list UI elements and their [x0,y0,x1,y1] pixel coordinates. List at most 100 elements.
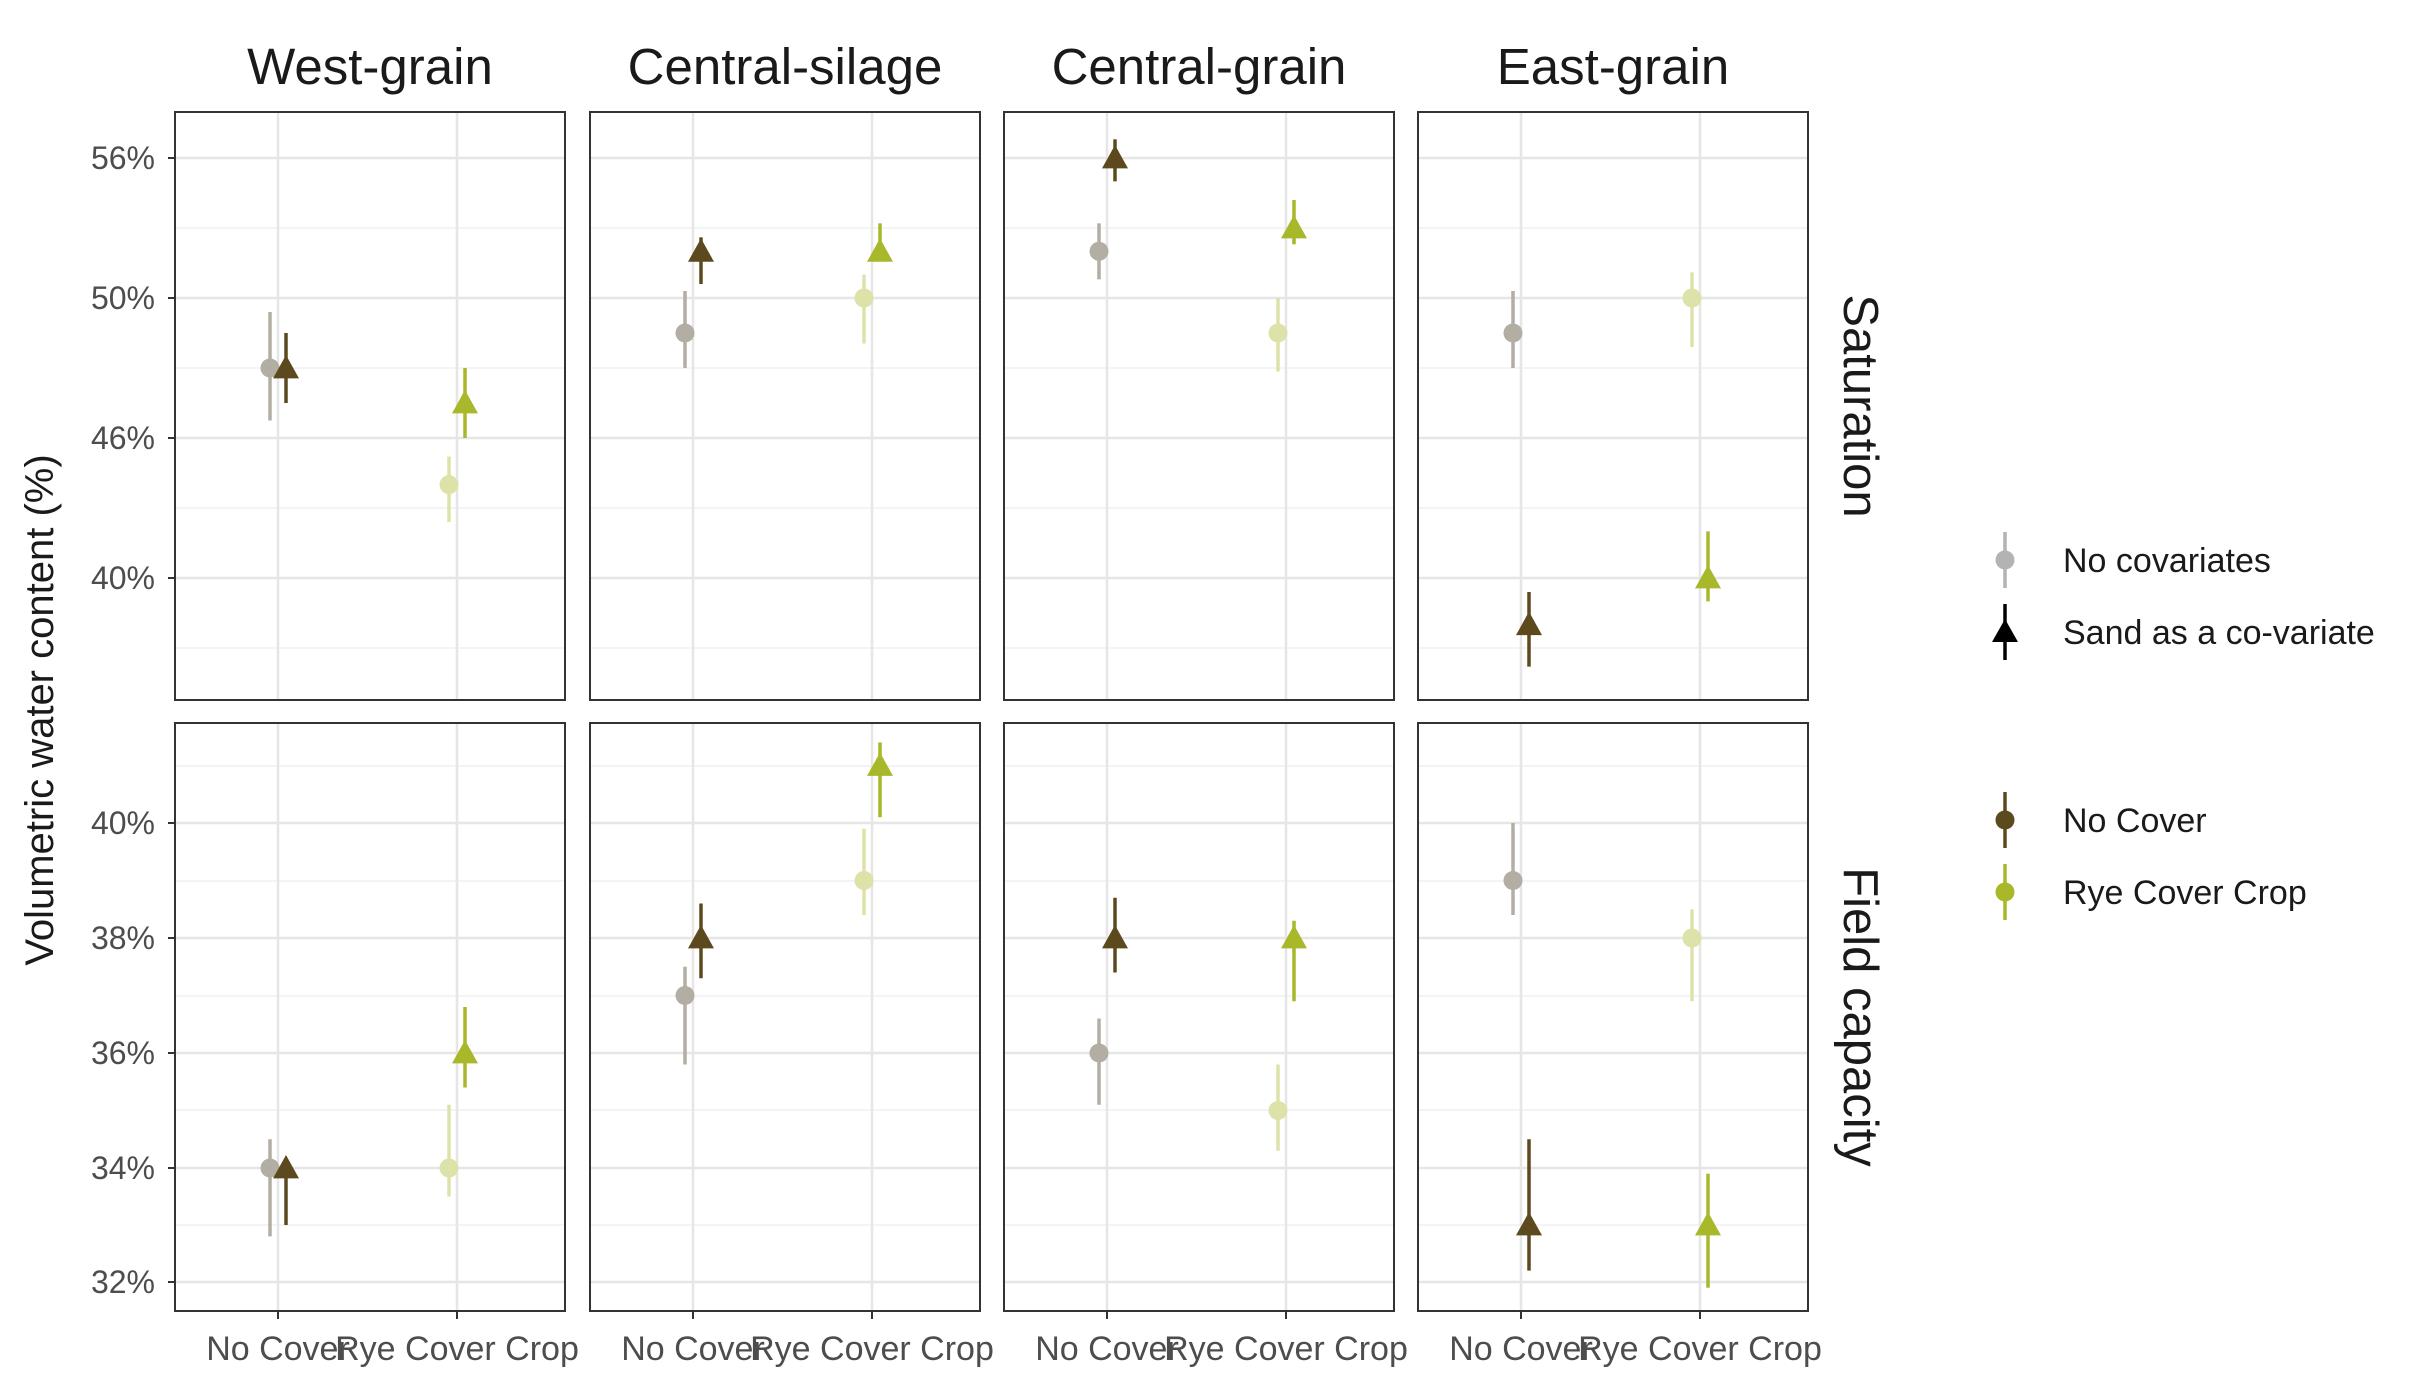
point-triangle [273,1155,299,1179]
point-triangle [1695,565,1721,589]
data-point-no-covariates [675,291,695,368]
panel-border [1003,722,1395,1312]
point-triangle [867,752,893,776]
strip-title-central-silage: Central-silage [628,38,943,95]
legend-label: Sand as a co-variate [2063,614,2375,652]
y-tick-label: 36% [91,1035,155,1071]
legend-label: No Cover [2063,802,2207,840]
data-point-sand-covariate [688,237,714,284]
panel-central-grain-field-capacity [1003,722,1395,1312]
data-point-sand-covariate [688,903,714,979]
data-point-no-covariates [1089,1018,1109,1105]
point-triangle [1102,145,1128,169]
data-point-sand-covariate [1516,1139,1542,1271]
data-point-sand-covariate [1695,1173,1721,1288]
y-tick-label: 46% [91,420,155,456]
column-strip-titles: West-grain Central-silage Central-grain Eas… [247,38,1729,95]
point-circle [1089,1043,1109,1063]
panel-background [175,723,565,1311]
data-point-no-covariates [1503,291,1523,368]
x-tick-label: Rye Cover Crop [1578,1330,1822,1368]
point-triangle [1516,1212,1542,1236]
x-tick-label: Rye Cover Crop [1164,1330,1408,1368]
point-triangle [1281,215,1307,239]
point-circle [1268,323,1288,343]
data-point-no-covariates [260,1139,280,1237]
data-point-no-covariates [1682,272,1702,347]
point-circle [1503,871,1523,890]
point-circle [260,358,280,378]
legend-key-circle [1995,882,2015,902]
x-tick-label: No Cover [1449,1330,1593,1368]
panel-border [589,722,981,1312]
chart-panels [174,111,1809,1312]
y-axis-title: Volumetric water content (%) [18,454,62,965]
y-tick-label: 34% [91,1150,155,1186]
point-circle [675,986,695,1005]
panel-east-grain-field-capacity [1417,722,1809,1312]
data-point-no-covariates [675,966,695,1065]
panel-border [1003,111,1395,701]
panel-west-grain-field-capacity [174,722,566,1312]
panel-border [174,722,566,1312]
point-circle [1268,1101,1288,1120]
point-circle [1682,288,1702,308]
point-circle [1503,323,1523,343]
data-point-no-covariates [854,828,874,915]
strip-title-west-grain: West-grain [247,38,493,95]
point-triangle [1281,925,1307,949]
x-tick-label: No Cover [1035,1330,1179,1368]
panel-background [590,112,980,700]
y-tick-label: 40% [91,805,155,841]
panel-border [1417,111,1809,701]
data-point-sand-covariate [452,368,478,438]
point-circle [854,871,874,890]
point-circle [439,1158,459,1178]
legend-item-no-covariates: No covariates [1995,532,2271,588]
data-point-no-covariates [1503,823,1523,915]
data-point-no-covariates [1268,298,1288,372]
legend-label: No covariates [2063,542,2271,580]
strip-title-east-grain: East-grain [1497,38,1729,95]
data-point-sand-covariate [1102,897,1128,973]
point-circle [260,1158,280,1178]
panel-west-grain-saturation [174,111,566,701]
strip-title-central-grain: Central-grain [1052,38,1347,95]
y-axes: 40% 46% 50% 56% 32% 34% 36% 38% 40% [91,140,175,1300]
row-strip-title-saturation: Saturation [1833,294,1887,517]
data-point-sand-covariate [1516,592,1542,667]
row-strip-title-field-capacity: Field capacity [1833,867,1887,1167]
x-tick-label: No Cover [206,1330,350,1368]
legend: No covariates Sand as a co-variate No Cove… [1992,532,2375,920]
data-point-no-covariates [1682,909,1702,1002]
point-triangle [273,355,299,379]
panel-central-silage-field-capacity [589,722,981,1312]
panel-background [1004,112,1394,700]
y-tick-label: 56% [91,140,155,176]
point-triangle [1695,1212,1721,1236]
point-circle [1089,241,1109,261]
panel-background [590,723,980,1311]
panel-background [1418,112,1808,700]
legend-item-sand-covariate: Sand as a co-variate [1992,604,2375,660]
x-tick-label: Rye Cover Crop [750,1330,994,1368]
data-point-sand-covariate [1281,920,1307,1002]
point-circle [439,475,459,495]
data-point-no-covariates [1268,1064,1288,1151]
point-circle [1682,928,1702,948]
panel-central-grain-saturation [1003,111,1395,701]
y-tick-label: 40% [91,560,155,596]
data-point-sand-covariate [1695,531,1721,602]
data-point-sand-covariate [867,223,893,262]
point-circle [675,323,695,343]
data-point-no-covariates [854,274,874,344]
data-point-no-covariates [439,1104,459,1197]
panel-central-silage-saturation [589,111,981,701]
legend-label: Rye Cover Crop [2063,874,2307,912]
legend-key-triangle [1992,619,2018,642]
legend-item-no-cover: No Cover [1995,792,2207,848]
data-point-sand-covariate [452,1007,478,1088]
data-point-no-covariates [439,456,459,522]
data-point-no-covariates [1089,223,1109,280]
